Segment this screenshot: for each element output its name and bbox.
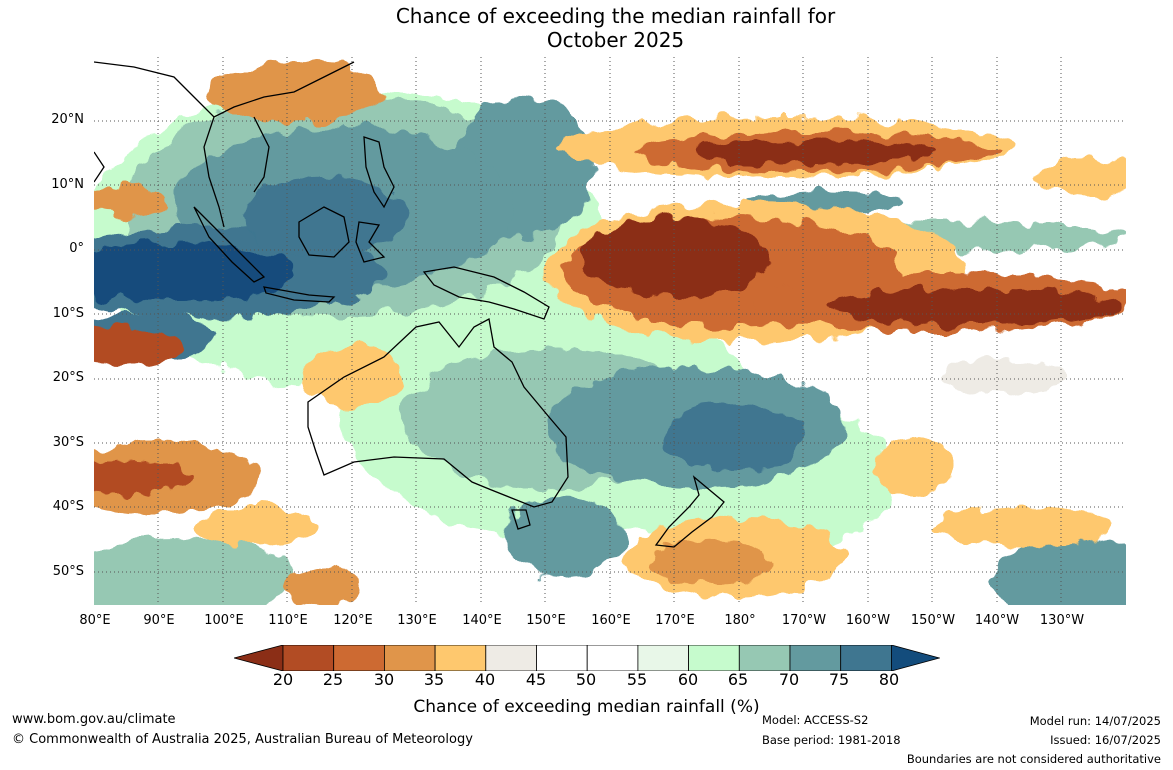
map-title: Chance of exceeding the median rainfall … [0,4,1173,52]
colorbar-cell [840,645,892,671]
base-period-text: Base period: 1981-2018 [762,733,901,747]
colorbar-tick: 20 [272,670,294,689]
colorbar-tick: 40 [474,670,496,689]
colorbar-cell [434,645,487,671]
colorbar-tick: 30 [373,670,395,689]
lon-label-100e: 100°E [204,613,244,628]
colorbar-cell [536,645,588,671]
colorbar-cell [688,645,740,671]
lon-label-170w: 170°W [781,613,827,628]
colorbar-cell [586,645,639,671]
lon-label-130w: 130°W [1039,613,1085,628]
lon-label-160w: 160°W [845,613,891,628]
lon-label-110e: 110°E [268,613,308,628]
colorbar-cell [637,645,689,671]
colorbar-cell [333,645,385,671]
map-canvas [94,57,1126,605]
coastlines [94,61,725,548]
lon-label-130e: 130°E [397,613,437,628]
colorbar-tick: 65 [727,670,749,689]
colorbar-cell [234,645,284,671]
lat-label-20s: 20°S [52,370,84,385]
lat-label-50s: 50°S [52,564,84,579]
colorbar-tick: 25 [322,670,344,689]
colorbar-tick: 50 [575,670,597,689]
colorbar-tick: 45 [525,670,547,689]
disclaimer-text: Boundaries are not considered authoritat… [906,752,1161,766]
lat-label-10s: 10°S [52,306,84,321]
lon-label-170e: 170°E [655,613,695,628]
map-title-line2: October 2025 [546,28,685,52]
graticule [94,57,1126,605]
lat-label-10n: 10°N [51,177,84,192]
map-title-line1: Chance of exceeding the median rainfall … [395,4,836,28]
model-run-text: Model run: 14/07/2025 [1029,714,1161,728]
colorbar-cell [891,645,940,671]
lon-label-140w: 140°W [974,613,1020,628]
lat-label-30s: 30°S [52,435,84,450]
colorbar-cell [789,645,842,671]
colorbar-tick: 80 [878,670,900,689]
lon-label-80e: 80°E [79,613,111,628]
model-text: Model: ACCESS-S2 [762,713,869,727]
colorbar-tick: 35 [423,670,445,689]
issued-text: Issued: 16/07/2025 [1050,733,1161,747]
lon-label-150w: 150°W [910,613,956,628]
colorbar-label: Chance of exceeding median rainfall (%) [413,697,760,717]
colorbar-cell [282,645,335,671]
lat-label-0: 0° [69,241,84,256]
website-text: www.bom.gov.au/climate [12,712,176,727]
colorbar-tick: 55 [626,670,648,689]
colorbar-tick: 60 [677,670,699,689]
colorbar-cell [738,645,791,671]
colorbar-cell [485,645,537,671]
lat-label-40s: 40°S [52,499,84,514]
colorbar-tick: 70 [778,670,800,689]
lon-label-140e: 140°E [462,613,502,628]
lat-label-20n: 20°N [51,112,84,127]
lon-label-180: 180° [724,613,756,628]
colorbar-tick: 75 [828,670,850,689]
rainfall-probability-field [94,62,1126,605]
copyright-text: © Commonwealth of Australia 2025, Austra… [12,732,473,747]
lon-label-160e: 160°E [591,613,631,628]
lon-label-120e: 120°E [333,613,373,628]
colorbar [234,645,940,671]
colorbar-cell [383,645,436,671]
lon-label-90e: 90°E [143,613,175,628]
lon-label-150e: 150°E [526,613,566,628]
rainfall-probability-map [94,57,1126,605]
